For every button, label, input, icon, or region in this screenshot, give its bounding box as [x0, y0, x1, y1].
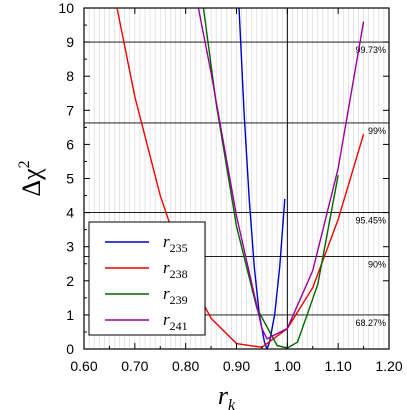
- legend-label-r239: r239: [163, 284, 188, 307]
- y-tick-label: 4: [66, 205, 74, 221]
- x-tick-label: 0.60: [70, 358, 97, 374]
- y-axis-title: Δχ2: [16, 160, 46, 196]
- cl-label: 95.45%: [355, 216, 386, 226]
- y-tick-label: 10: [58, 0, 74, 16]
- legend: r235 r238 r239 r241: [88, 221, 206, 336]
- legend-label-r238: r238: [163, 258, 188, 281]
- x-tick-label: 0.80: [172, 358, 199, 374]
- y-tick-label: 9: [66, 34, 74, 50]
- series-line-r235: [238, 8, 286, 349]
- x-tick-label: 1.00: [274, 358, 301, 374]
- x-tick-label: 1.20: [375, 358, 402, 374]
- y-tick-label: 1: [66, 307, 74, 323]
- y-tick-label: 6: [66, 136, 74, 152]
- cl-label: 99%: [368, 126, 386, 136]
- y-tick-label: 3: [66, 239, 74, 255]
- x-tick-label: 0.90: [223, 358, 250, 374]
- series-line-r241: [197, 8, 365, 340]
- cl-label: 99.73%: [355, 45, 386, 55]
- x-tick-label: 1.10: [325, 358, 352, 374]
- y-tick-label: 2: [66, 273, 74, 289]
- x-tick-label: 0.70: [121, 358, 148, 374]
- y-tick-label: 0: [66, 341, 74, 357]
- cl-label: 68.27%: [355, 318, 386, 328]
- cl-label: 90%: [368, 260, 386, 270]
- axis-titles: rk Δχ2: [16, 160, 236, 410]
- axes: 0.60 0.70 0.80 0.90 1.00 1.10 1.20 0 1 2 3 4 5 6 7 8 9 10: [58, 0, 402, 374]
- x-axis-title: rk: [218, 381, 236, 410]
- legend-label-r235: r235: [163, 232, 188, 255]
- y-tick-label: 7: [66, 102, 74, 118]
- y-tick-label: 5: [66, 171, 74, 187]
- y-tick-label: 8: [66, 68, 74, 84]
- legend-label-r241: r241: [163, 310, 188, 333]
- legend-box: [88, 221, 206, 336]
- series-line-r239: [202, 8, 339, 349]
